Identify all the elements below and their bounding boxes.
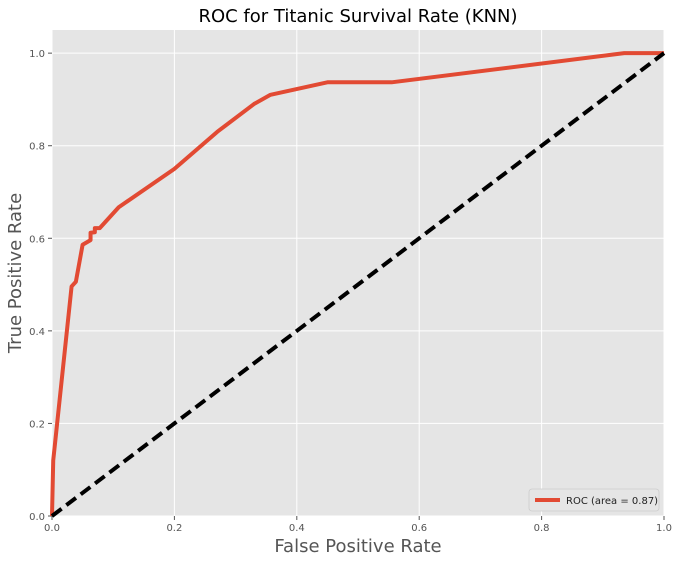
x-tick-label: 0.2: [166, 523, 182, 534]
y-tick-label: 0.4: [29, 327, 45, 338]
legend: ROC (area = 0.87): [528, 488, 660, 512]
tick-labels: 0.0 0.2 0.4 0.6 0.8 1.0 0.0 0.2 0.4 0.6 0.8 1.0: [29, 49, 672, 534]
y-axis-label: True Positive Rate: [5, 193, 26, 354]
y-tick-label: 1.0: [29, 49, 45, 60]
plot-area: [52, 30, 664, 516]
x-tick-label: 1.0: [656, 523, 672, 534]
chart-title: ROC for Titanic Survival Rate (KNN): [198, 6, 517, 27]
roc-curve: [50, 51, 664, 517]
x-axis-label: False Positive Rate: [274, 536, 441, 557]
x-tick-label: 0.6: [411, 523, 427, 534]
legend-label: ROC (area = 0.87): [566, 496, 658, 507]
y-tick-label: 0.0: [29, 512, 45, 523]
grid-lines: [51, 30, 665, 517]
y-tick-label: 0.2: [29, 419, 45, 430]
y-tick-label: 0.8: [29, 142, 45, 153]
x-tick-label: 0.8: [534, 523, 550, 534]
x-tick-label: 0.4: [289, 523, 305, 534]
y-tick-label: 0.6: [29, 234, 45, 245]
legend-frame: [528, 488, 660, 512]
series-lines: [50, 51, 666, 518]
x-tick-label: 0.0: [44, 523, 60, 534]
chance-diagonal: [50, 51, 666, 518]
